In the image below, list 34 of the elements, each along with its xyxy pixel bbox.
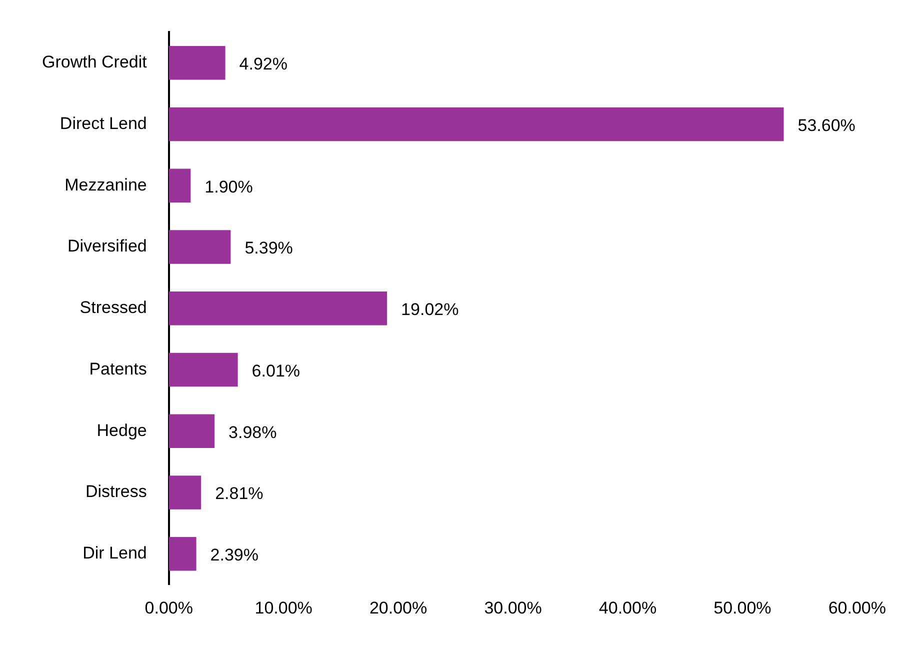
y-tick-label: Hedge: [96, 420, 147, 440]
data-label: 6.01%: [252, 361, 300, 380]
y-tick-label: Mezzanine: [64, 175, 147, 194]
bar: [168, 107, 784, 142]
bar: [168, 46, 226, 80]
bar: [168, 352, 238, 387]
data-label: 4.92%: [239, 54, 288, 74]
bar: [168, 230, 231, 264]
y-tick-label: Patents: [89, 359, 147, 378]
bar: [168, 168, 191, 203]
x-tick-label: 60.00%: [828, 598, 886, 618]
y-tick-label: Dir Lend: [82, 544, 147, 563]
x-tick-label: 0.00%: [144, 598, 193, 618]
data-label: 2.39%: [210, 546, 258, 565]
data-label: 19.02%: [401, 300, 459, 320]
x-tick-label: 40.00%: [598, 598, 657, 618]
y-tick-label: Growth Credit: [42, 52, 148, 72]
data-label: 2.81%: [215, 484, 264, 504]
x-tick-label: 10.00%: [254, 598, 312, 618]
data-label: 5.39%: [244, 238, 293, 258]
y-tick-label: Distress: [85, 482, 147, 502]
data-label: 3.98%: [228, 422, 277, 442]
bar: [168, 476, 202, 510]
data-label: 1.90%: [204, 177, 253, 196]
x-tick-label: 20.00%: [369, 598, 428, 618]
x-tick-label: 30.00%: [484, 598, 542, 618]
data-label: 53.60%: [798, 116, 856, 135]
y-tick-label: Diversified: [68, 236, 147, 256]
bar: [168, 537, 196, 571]
bar: [168, 292, 388, 326]
y-tick-label: Direct Lend: [60, 114, 147, 133]
bar: [168, 414, 215, 448]
x-tick-label: 50.00%: [714, 598, 772, 618]
y-tick-label: Stressed: [80, 298, 147, 318]
